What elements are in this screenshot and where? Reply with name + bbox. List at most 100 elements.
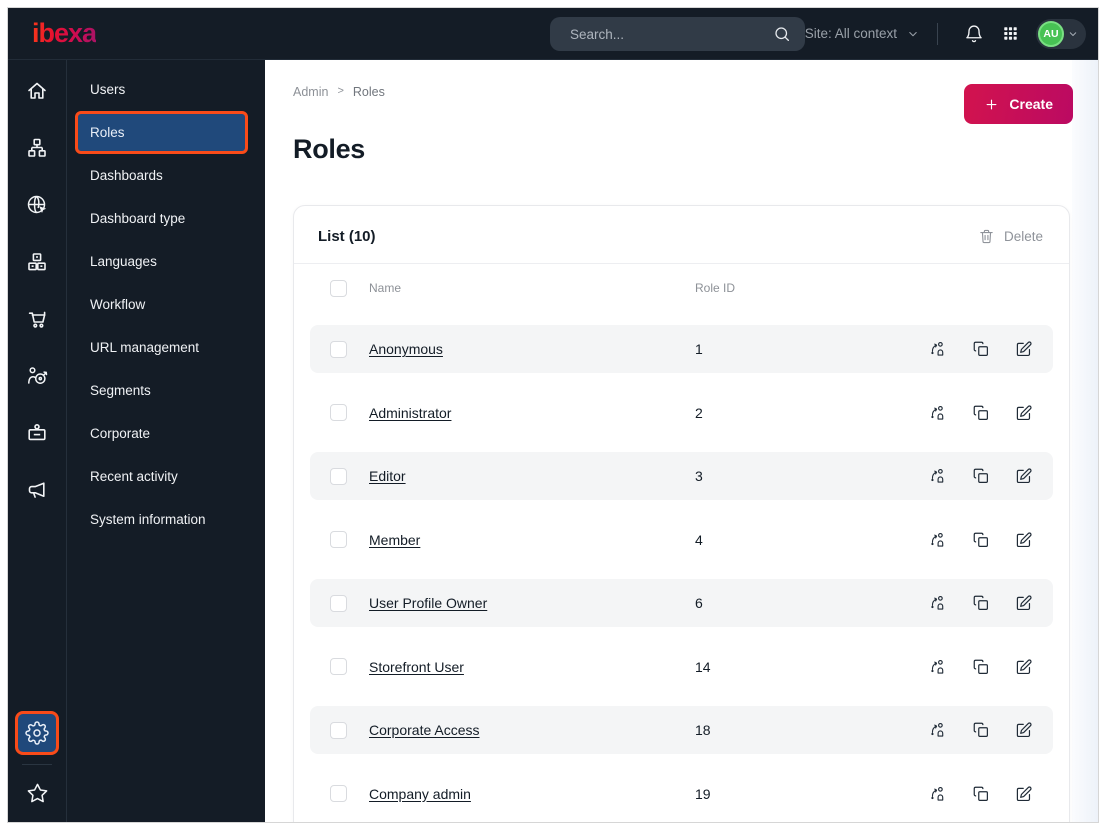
- copy-role-button[interactable]: [972, 721, 990, 739]
- assign-to-users-icon: [929, 467, 947, 485]
- edit-role-button[interactable]: [1015, 340, 1033, 358]
- assign-to-users-button[interactable]: [929, 531, 947, 549]
- assign-to-users-button[interactable]: [929, 340, 947, 358]
- favorites-star-icon: [26, 782, 49, 805]
- create-button-label: Create: [1009, 96, 1053, 112]
- role-name-link[interactable]: Administrator: [369, 404, 452, 421]
- rail-item-corporate[interactable]: [8, 404, 66, 461]
- sidebar-item-roles[interactable]: Roles: [75, 111, 248, 154]
- sidebar-item-dashboard-type[interactable]: Dashboard type: [90, 211, 186, 226]
- edit-role-button[interactable]: [1015, 531, 1033, 549]
- row-checkbox[interactable]: [330, 467, 347, 485]
- role-id-value: 3: [695, 468, 703, 484]
- role-name-link[interactable]: Storefront User: [369, 658, 464, 675]
- sidebar-item-workflow[interactable]: Workflow: [90, 297, 146, 312]
- sidebar-item-languages[interactable]: Languages: [90, 254, 157, 269]
- row-checkbox[interactable]: [330, 658, 347, 675]
- rail-item-personalization[interactable]: [8, 347, 66, 404]
- delete-button[interactable]: Delete: [978, 228, 1043, 245]
- column-header-name: Name: [369, 281, 402, 295]
- assign-to-users-button[interactable]: [929, 721, 947, 739]
- scrollbar-track[interactable]: [1072, 60, 1098, 822]
- bell-icon: [964, 24, 984, 44]
- copy-icon: [972, 404, 990, 422]
- assign-to-users-icon: [929, 404, 947, 422]
- table-row: Anonymous 1: [310, 325, 1053, 373]
- sidebar-item-system-information[interactable]: System information: [90, 512, 206, 527]
- sidebar-item-corporate[interactable]: Corporate: [90, 426, 151, 441]
- row-checkbox[interactable]: [330, 531, 347, 548]
- assign-to-users-button[interactable]: [929, 785, 947, 803]
- search-icon[interactable]: [773, 25, 791, 43]
- sidebar-item-users[interactable]: Users: [90, 82, 126, 97]
- edit-role-button[interactable]: [1015, 467, 1033, 485]
- sidebar-item-segments[interactable]: Segments: [90, 383, 151, 398]
- edit-role-button[interactable]: [1015, 404, 1033, 422]
- rail-item-announcements[interactable]: [8, 461, 66, 518]
- rail-item-commerce[interactable]: [8, 290, 66, 347]
- copy-role-button[interactable]: [972, 658, 990, 676]
- edit-role-button[interactable]: [1015, 594, 1033, 612]
- copy-role-button[interactable]: [972, 404, 990, 422]
- roles-list-card: List (10) Delete Name Role ID Anonymous: [293, 205, 1070, 822]
- assign-to-users-button[interactable]: [929, 467, 947, 485]
- delete-button-label: Delete: [1003, 229, 1043, 244]
- notifications-button[interactable]: [964, 24, 984, 44]
- assign-to-users-button[interactable]: [929, 594, 947, 612]
- edit-icon: [1015, 404, 1033, 422]
- table-row: Corporate Access 18: [310, 706, 1053, 754]
- select-all-checkbox[interactable]: [330, 279, 347, 297]
- copy-role-button[interactable]: [972, 340, 990, 358]
- sidebar-item-recent-activity[interactable]: Recent activity: [90, 469, 178, 484]
- copy-role-button[interactable]: [972, 594, 990, 612]
- breadcrumb-roles: Roles: [352, 85, 385, 99]
- copy-role-button[interactable]: [972, 531, 990, 549]
- global-search[interactable]: [550, 17, 805, 51]
- row-checkbox[interactable]: [330, 594, 347, 612]
- edit-role-button[interactable]: [1015, 658, 1033, 676]
- role-id-value: 6: [695, 595, 703, 611]
- row-checkbox[interactable]: [330, 404, 347, 421]
- rail-item-site[interactable]: [8, 176, 66, 233]
- rail-item-content[interactable]: [8, 119, 66, 176]
- row-checkbox[interactable]: [330, 721, 347, 739]
- role-name-link[interactable]: User Profile Owner: [369, 595, 488, 611]
- site-context-label: Site: All context: [804, 26, 897, 41]
- edit-icon: [1015, 594, 1033, 612]
- rail-item-dashboard[interactable]: [8, 62, 66, 119]
- site-structure-icon: [25, 136, 49, 160]
- site-context-dropdown[interactable]: Site: All context: [777, 24, 920, 43]
- edit-role-button[interactable]: [1015, 785, 1033, 803]
- row-checkbox[interactable]: [330, 785, 347, 802]
- assign-to-users-button[interactable]: [929, 404, 947, 422]
- search-input[interactable]: [568, 25, 773, 43]
- role-name-link[interactable]: Member: [369, 531, 421, 548]
- edit-icon: [1015, 785, 1033, 803]
- assign-to-users-button[interactable]: [929, 658, 947, 676]
- copy-role-button[interactable]: [972, 785, 990, 803]
- rail-item-bookmarks[interactable]: [26, 774, 49, 812]
- rail-item-admin-active[interactable]: [15, 711, 59, 755]
- assign-to-users-icon: [929, 785, 947, 803]
- sidebar-item-dashboards[interactable]: Dashboards: [90, 168, 163, 183]
- role-name-link[interactable]: Company admin: [369, 785, 471, 802]
- assign-to-users-icon: [929, 531, 947, 549]
- breadcrumb-admin[interactable]: Admin: [293, 85, 329, 99]
- commerce-cart-icon: [25, 307, 49, 331]
- edit-role-button[interactable]: [1015, 721, 1033, 739]
- assign-to-users-icon: [929, 340, 947, 358]
- copy-icon: [972, 467, 990, 485]
- role-name-link[interactable]: Corporate Access: [369, 722, 480, 738]
- sidebar-item-url-management[interactable]: URL management: [90, 340, 200, 355]
- create-button[interactable]: Create: [964, 84, 1073, 124]
- table-row: Administrator 2: [310, 389, 1053, 437]
- role-name-link[interactable]: Editor: [369, 468, 406, 484]
- apps-grid-button[interactable]: [1002, 25, 1019, 42]
- table-row: User Profile Owner 6: [310, 579, 1053, 627]
- row-checkbox[interactable]: [330, 340, 347, 358]
- rail-item-products[interactable]: [8, 233, 66, 290]
- column-header-role-id: Role ID: [695, 281, 736, 295]
- role-name-link[interactable]: Anonymous: [369, 341, 443, 357]
- copy-role-button[interactable]: [972, 467, 990, 485]
- user-menu[interactable]: AU: [1036, 18, 1086, 49]
